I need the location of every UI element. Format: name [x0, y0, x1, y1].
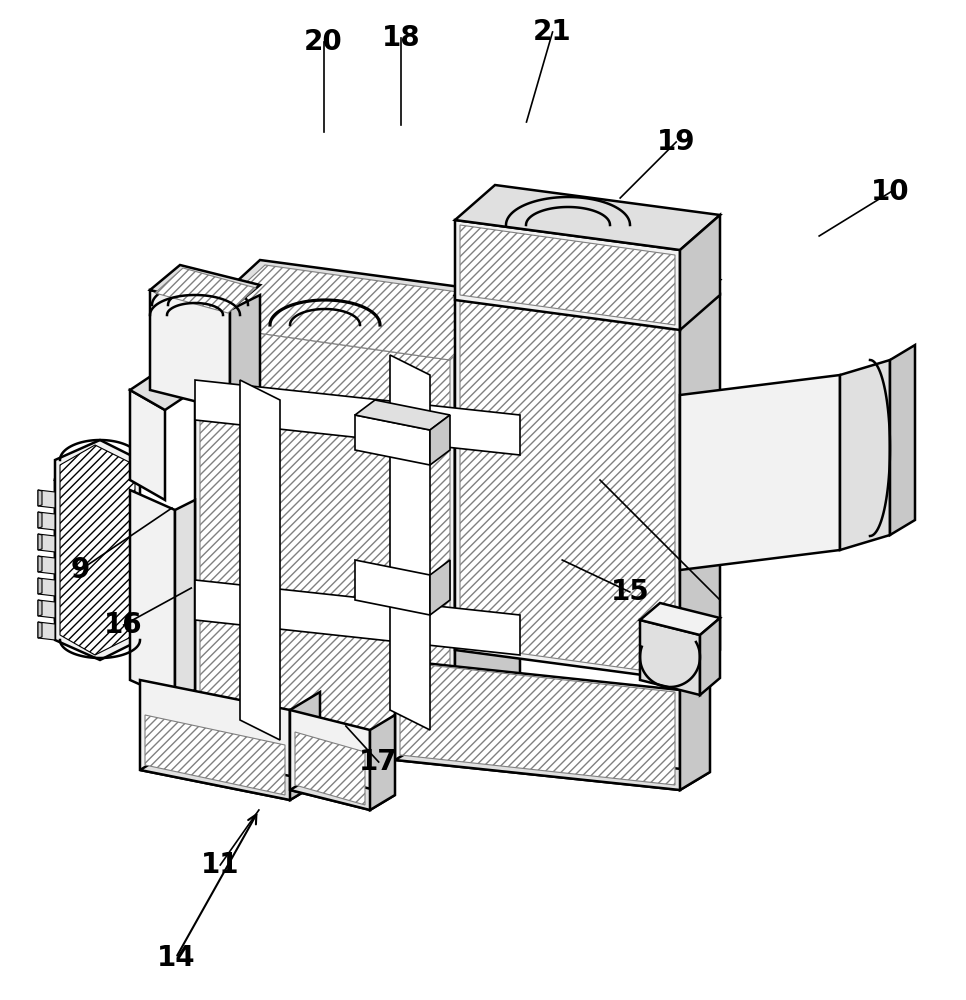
Text: 20: 20 — [304, 28, 343, 56]
Polygon shape — [195, 580, 520, 655]
Polygon shape — [140, 752, 320, 800]
Polygon shape — [395, 742, 710, 790]
Polygon shape — [840, 360, 890, 550]
Polygon shape — [55, 450, 140, 510]
Polygon shape — [38, 534, 55, 552]
Text: 21: 21 — [533, 18, 572, 46]
Text: 17: 17 — [359, 748, 398, 776]
Text: 10: 10 — [871, 178, 910, 206]
Polygon shape — [175, 500, 195, 700]
Text: 19: 19 — [657, 128, 696, 156]
Text: 18: 18 — [382, 24, 420, 52]
Polygon shape — [680, 375, 840, 570]
Polygon shape — [295, 732, 365, 805]
Polygon shape — [400, 662, 675, 785]
Polygon shape — [195, 320, 455, 755]
Polygon shape — [38, 578, 42, 594]
Polygon shape — [38, 622, 42, 638]
Polygon shape — [680, 215, 720, 330]
Polygon shape — [38, 490, 42, 506]
Polygon shape — [38, 512, 42, 528]
Polygon shape — [38, 534, 42, 550]
Polygon shape — [130, 370, 195, 410]
Polygon shape — [370, 715, 395, 810]
Polygon shape — [640, 603, 720, 635]
Polygon shape — [230, 295, 260, 410]
Text: 16: 16 — [104, 611, 143, 639]
Polygon shape — [455, 185, 720, 250]
Polygon shape — [38, 556, 42, 572]
Polygon shape — [38, 556, 55, 574]
Polygon shape — [38, 512, 55, 530]
Polygon shape — [680, 672, 710, 790]
Polygon shape — [200, 325, 450, 750]
Polygon shape — [460, 300, 675, 675]
Polygon shape — [455, 250, 720, 325]
Polygon shape — [395, 660, 680, 790]
Polygon shape — [455, 320, 520, 755]
Text: 9: 9 — [71, 556, 90, 584]
Polygon shape — [460, 255, 715, 330]
Polygon shape — [640, 620, 700, 695]
Polygon shape — [290, 775, 395, 810]
Polygon shape — [55, 440, 140, 660]
Polygon shape — [145, 715, 285, 795]
Polygon shape — [430, 560, 450, 615]
Polygon shape — [38, 600, 55, 618]
Polygon shape — [355, 560, 430, 615]
Polygon shape — [290, 692, 320, 800]
Polygon shape — [390, 355, 430, 730]
Polygon shape — [38, 600, 42, 616]
Polygon shape — [355, 415, 430, 465]
Polygon shape — [290, 710, 370, 810]
Polygon shape — [355, 400, 450, 430]
Text: 14: 14 — [156, 944, 195, 972]
Polygon shape — [700, 618, 720, 695]
Polygon shape — [38, 490, 55, 508]
Polygon shape — [38, 578, 55, 596]
Polygon shape — [130, 390, 165, 500]
Polygon shape — [150, 265, 260, 310]
Polygon shape — [460, 225, 675, 325]
Text: 15: 15 — [611, 578, 649, 606]
Polygon shape — [890, 345, 915, 535]
Polygon shape — [130, 490, 175, 700]
Polygon shape — [680, 295, 720, 680]
Text: 11: 11 — [201, 851, 240, 879]
Polygon shape — [140, 680, 290, 800]
Polygon shape — [150, 290, 230, 410]
Polygon shape — [200, 265, 515, 360]
Polygon shape — [155, 268, 256, 313]
Polygon shape — [60, 445, 135, 655]
Polygon shape — [38, 622, 55, 640]
Polygon shape — [240, 380, 280, 740]
Polygon shape — [455, 295, 680, 680]
Polygon shape — [195, 380, 520, 455]
Polygon shape — [455, 220, 680, 330]
Polygon shape — [195, 260, 520, 355]
Polygon shape — [55, 480, 115, 650]
Polygon shape — [430, 415, 450, 465]
